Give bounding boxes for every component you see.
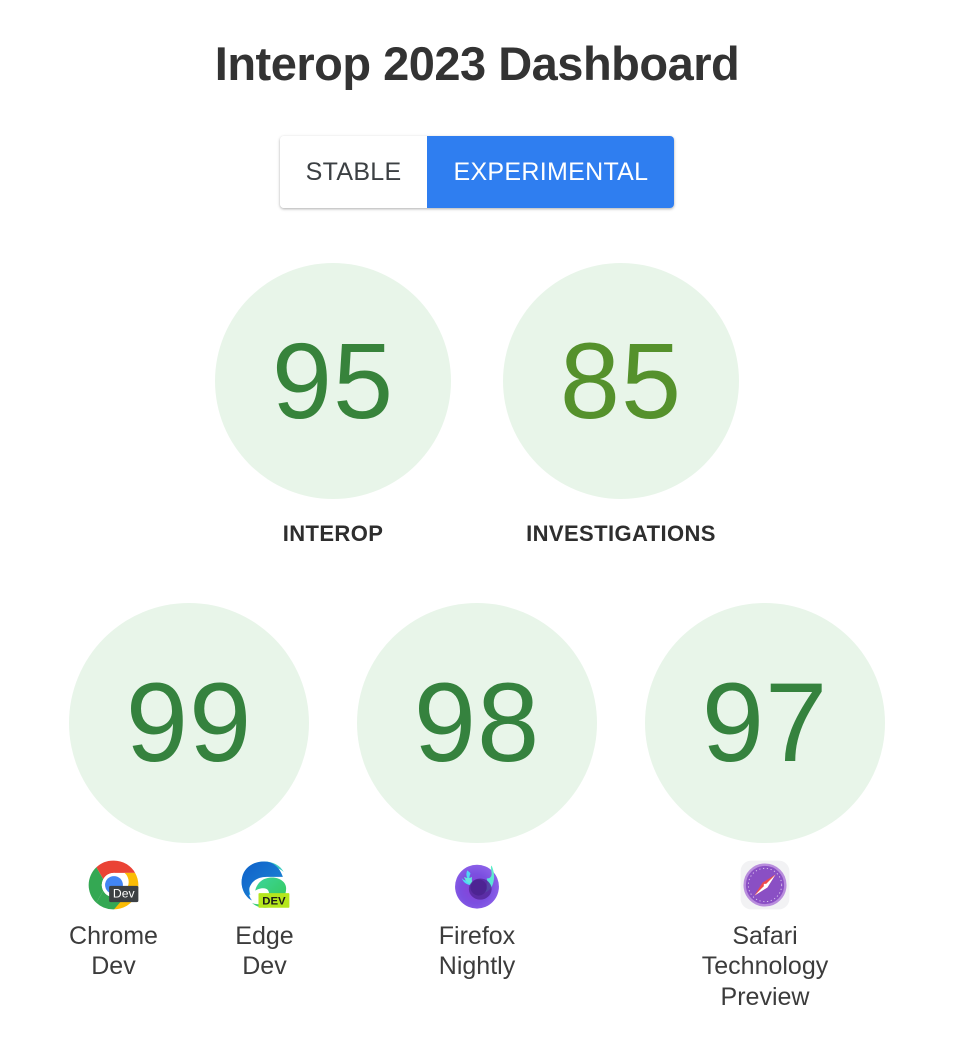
- edge-dev-icon: DEV: [239, 859, 291, 911]
- score-circle-firefox: 98: [357, 602, 597, 843]
- browser-name-chrome-dev: Chrome Dev: [69, 921, 158, 981]
- browser-card-firefox[interactable]: 98: [357, 602, 597, 982]
- score-value-chrome-edge: 99: [125, 659, 253, 785]
- score-circle-interop: 95: [215, 262, 451, 499]
- score-value-interop: 95: [271, 319, 395, 441]
- browser-card-safari[interactable]: 97 Safari Tech: [645, 602, 885, 1013]
- page-title: Interop 2023 Dashboard: [214, 37, 740, 90]
- score-circle-investigations: 85: [503, 262, 739, 499]
- browser-scores-row: 99: [0, 602, 954, 1013]
- browser-name-safari-technology-preview: Safari Technology Preview: [701, 921, 829, 1011]
- toggle-stable-button[interactable]: STABLE: [279, 135, 428, 208]
- safari-technology-preview-icon: [739, 859, 791, 911]
- browser-entry-edge-dev[interactable]: DEV Edge Dev: [220, 859, 309, 982]
- firefox-nightly-icon: [451, 859, 503, 911]
- summary-label-interop: INTEROP: [282, 520, 384, 546]
- score-circle-chrome-edge: 99: [69, 602, 309, 843]
- score-value-investigations: 85: [559, 319, 683, 441]
- browser-entry-chrome-dev[interactable]: Dev Chrome Dev: [69, 859, 158, 982]
- score-value-firefox: 98: [413, 659, 541, 785]
- chrome-dev-icon: Dev: [88, 859, 140, 911]
- score-value-safari: 97: [701, 659, 829, 785]
- browser-entry-firefox-nightly[interactable]: Firefox Nightly: [422, 859, 532, 982]
- browser-name-edge-dev: Edge Dev: [235, 921, 294, 981]
- summary-label-investigations: INVESTIGATIONS: [526, 520, 716, 546]
- browser-card-chrome-edge[interactable]: 99: [69, 602, 309, 982]
- toggle-experimental-button[interactable]: EXPERIMENTAL: [427, 135, 675, 208]
- channel-toggle-group[interactable]: STABLE EXPERIMENTAL: [279, 135, 675, 208]
- score-circle-safari: 97: [645, 602, 885, 843]
- browser-entry-safari-technology-preview[interactable]: Safari Technology Preview: [702, 859, 828, 1013]
- svg-text:Dev: Dev: [112, 886, 135, 900]
- svg-text:DEV: DEV: [262, 895, 286, 907]
- browser-icon-group-chrome-edge: Dev Chrome Dev: [69, 859, 309, 982]
- summary-card-investigations[interactable]: 85 INVESTIGATIONS: [503, 262, 739, 547]
- browser-icon-group-firefox: Firefox Nightly: [357, 859, 597, 982]
- browser-name-firefox-nightly: Firefox Nightly: [438, 921, 516, 981]
- summary-scores-row: 95 INTEROP 85 INVESTIGATIONS: [0, 262, 954, 547]
- browser-icon-group-safari: Safari Technology Preview: [645, 859, 885, 1013]
- summary-card-interop[interactable]: 95 INTEROP: [215, 262, 451, 547]
